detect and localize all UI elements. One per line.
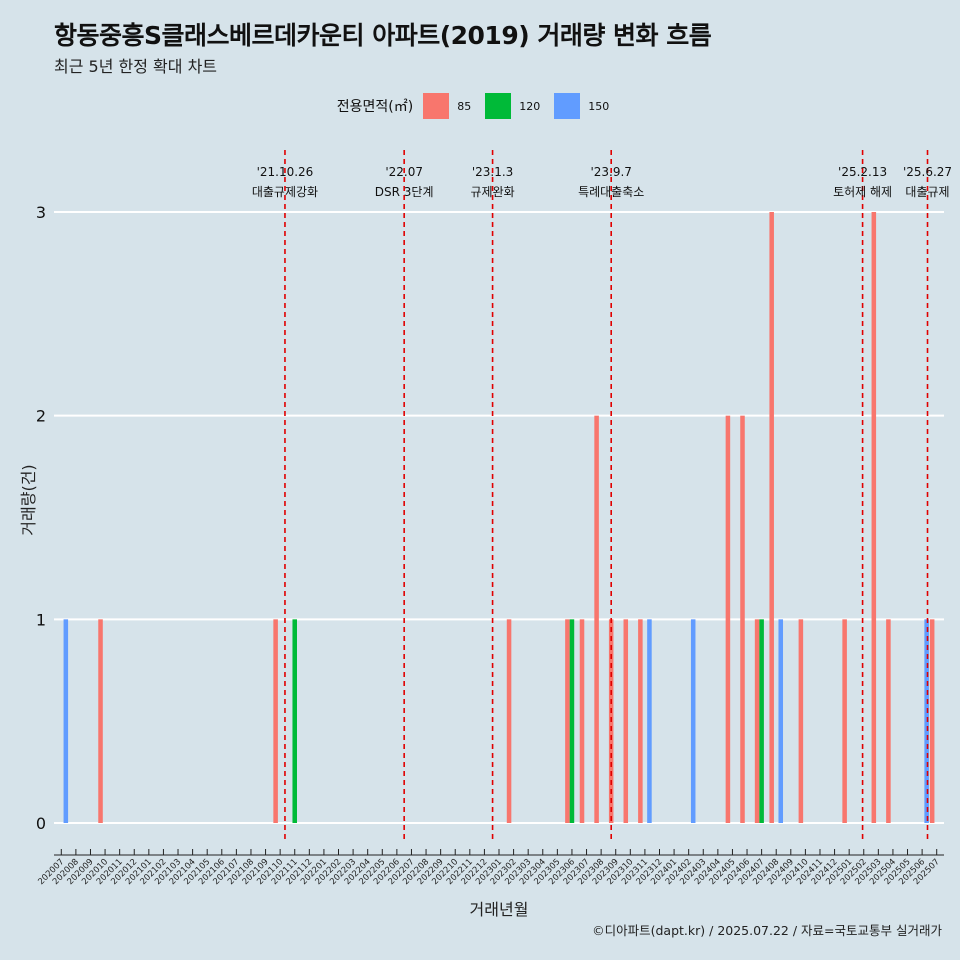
legend-item-150: 150 [554,93,615,119]
chart-subtitle: 최근 5년 한정 확대 차트 [54,57,218,76]
y-tick-label: 2 [36,407,46,426]
annotation-date-2: '23.1.3 [472,165,513,179]
bar-150-202311 [647,619,652,823]
bar-85-202310 [623,619,629,823]
bar-85-202308 [594,415,599,823]
legend-swatch-120 [485,93,512,119]
bar-85-202503 [871,212,877,823]
bar-85-202408 [769,212,774,823]
y-tick-label: 0 [36,814,46,833]
bar-85-202302 [506,619,512,823]
legend-label-120: 120 [519,99,541,113]
bar-150-202007 [63,619,69,823]
annotation-date-4: '25.2.13 [838,165,887,179]
bar-85-202406 [740,415,745,823]
y-tick-label: 1 [36,610,46,629]
legend-swatch-150 [554,93,581,119]
bar-85-202405 [725,415,731,823]
bar-150-202506 [924,619,929,823]
annotation-label-3: 특례대출축소 [578,185,644,199]
annotation-label-0: 대출규제강화 [252,185,318,199]
bar-120-202306 [569,619,575,823]
annotation-date-0: '21.10.26 [257,165,314,179]
bar-85-202306 [565,619,570,823]
bar-85-202501 [842,619,847,823]
legend: 전용면적(㎡) 85 120 150 [0,93,960,119]
legend-title: 전용면적(㎡) [336,99,414,115]
legend-swatch-85 [423,93,450,119]
annotation-label-5: 대출규제 [905,185,949,199]
y-axis-title: 거래량(건) [19,464,38,535]
annotation-date-5: '25.6.27 [903,165,952,179]
bar-85-202507 [929,619,935,823]
bar-120-202407 [759,619,764,823]
bar-85-202407 [754,619,760,823]
x-axis-title: 거래년월 [470,900,529,919]
bar-85-202010 [98,619,103,823]
bar-85-202311 [638,619,643,823]
y-tick-label: 3 [36,203,46,222]
bar-85-202410 [798,619,804,823]
annotation-label-1: DSR 3단계 [375,185,434,199]
annotation-label-4: 토허제 해제 [833,185,892,199]
bar-85-202307 [579,619,585,823]
bar-85-202110 [273,619,278,823]
legend-label-85: 85 [457,99,472,113]
legend-label-150: 150 [588,99,610,113]
source-caption: ©디아파트(dapt.kr) / 2025.07.22 / 자료=국토교통부 실… [592,923,942,938]
annotation-date-1: '22.07 [385,165,423,179]
bar-85-202504 [886,619,891,823]
bar-120-202111 [292,619,298,823]
bar-150-202408 [778,619,784,823]
annotation-label-2: 규제완화 [470,185,514,199]
bar-150-202402 [690,619,696,823]
chart-title: 항동중흥S클래스베르데카운티 아파트(2019) 거래량 변화 흐름 [54,21,712,50]
annotation-date-3: '23.9.7 [590,165,631,179]
legend-item-85: 85 [423,93,477,119]
legend-item-120: 120 [485,93,546,119]
